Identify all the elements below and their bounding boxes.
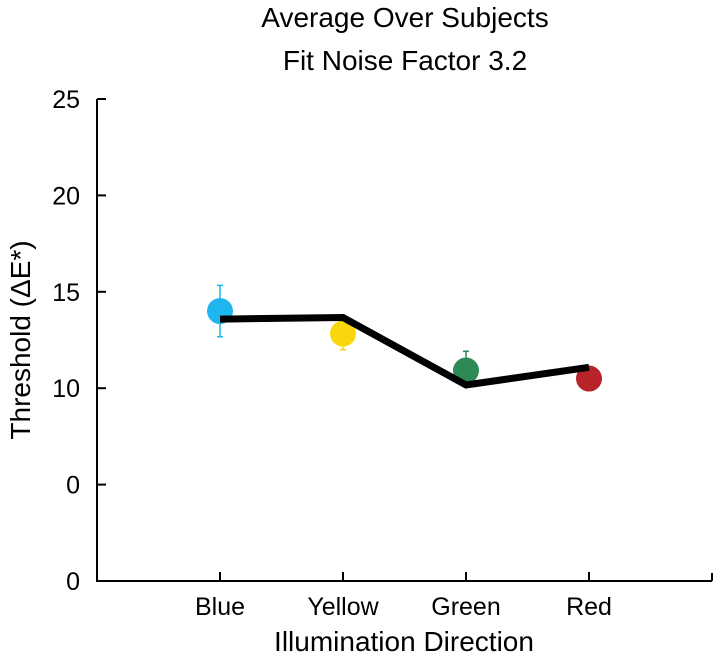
y-ticks: 0 0 10 15 20 25 [52,86,106,596]
fit-line [219,313,590,389]
x-tick-label: Yellow [307,593,379,621]
x-axis-label: Illumination Direction [274,626,534,657]
x-tick-label: Blue [195,593,245,621]
data-point-green [453,357,479,384]
fit-line-group [219,313,590,389]
x-tick-label: Green [431,593,500,621]
y-tick-label: 0 [66,568,80,596]
y-tick-label: 20 [52,182,80,210]
x-tick-label: Red [566,593,612,621]
axes [96,99,713,582]
chart-title-line-1: Average Over Subjects [261,2,548,33]
y-tick-label: 0 [66,472,80,500]
y-tick-label: 15 [52,279,80,307]
x-ticks: Blue Yellow Green Red [195,572,612,621]
y-tick-label: 25 [52,86,80,114]
data-points [207,298,602,392]
chart-title-line-2: Fit Noise Factor 3.2 [283,45,527,76]
data-point-red [576,365,602,392]
data-point-yellow [330,320,356,347]
y-axis-label: Threshold (ΔE*) [5,240,36,439]
y-tick-label: 10 [52,375,80,403]
